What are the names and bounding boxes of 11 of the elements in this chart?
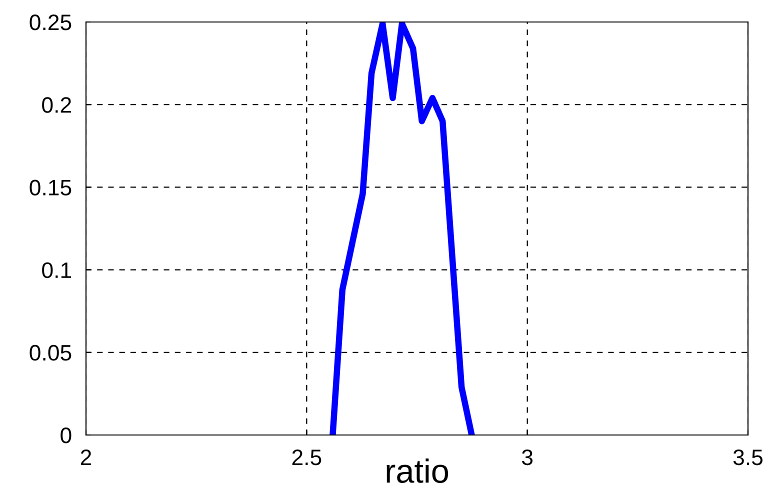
y-tick-label: 0: [60, 428, 72, 444]
x-tick-label: 2: [80, 449, 92, 465]
y-tick-label: 0.1: [42, 262, 72, 278]
x-tick-label: 3: [522, 449, 533, 466]
x-tick-label: 2.5: [292, 449, 322, 466]
y-tick-label: 0.25: [30, 14, 72, 30]
x-axis-title: ratio: [386, 458, 448, 483]
y-tick-label: 0.2: [42, 97, 71, 113]
y-tick-label: 0.15: [30, 180, 72, 196]
x-tick-label: 3.5: [733, 449, 763, 466]
y-tick-label: 0.05: [30, 344, 72, 361]
